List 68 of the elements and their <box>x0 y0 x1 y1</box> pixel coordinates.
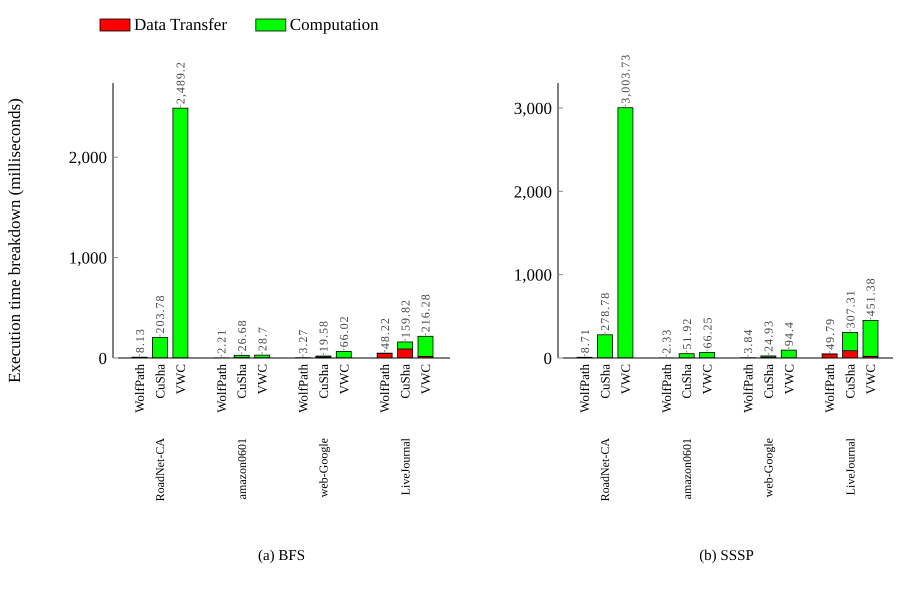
x-tick-label: WolfPath <box>295 364 310 413</box>
x-tick-label: CuSha <box>598 364 613 399</box>
x-tick-label: VWC <box>172 364 188 394</box>
total-label: 216.28 <box>418 293 433 332</box>
x-tick-label: VWC <box>418 364 434 394</box>
x-tick-label: CuSha <box>316 364 331 399</box>
y-tick-label: 3,000 <box>514 98 552 118</box>
total-label: 203.78 <box>153 294 168 334</box>
text: amazon0601 <box>234 438 249 500</box>
total-label: 19.58 <box>316 320 331 352</box>
x-tick-label: WolfPath <box>740 364 756 413</box>
total-label: 26.68 <box>234 319 249 352</box>
x-tick-label: WolfPath <box>214 364 229 413</box>
total-label: 3.27 <box>296 328 310 354</box>
total-label: 3,003.73 <box>618 54 633 104</box>
text: LiveJournal <box>843 437 858 496</box>
x-tick-label: VWC <box>618 364 633 394</box>
total-label: 94.4 <box>782 321 796 346</box>
y-axis-title: Execution time breakdown (milliseconds) <box>5 98 24 383</box>
total-label: 2,489.2 <box>174 61 188 104</box>
total-label: 66.02 <box>336 315 351 348</box>
x-tick-label: VWC <box>336 364 352 394</box>
total-label: 2.21 <box>214 328 228 354</box>
x-tick-label: VWC <box>254 364 270 394</box>
total-label: 66.25 <box>700 316 714 348</box>
legend-label: Computation <box>290 15 380 34</box>
y-tick-label: 0 <box>544 348 552 368</box>
x-tick-label: VWC <box>863 364 878 394</box>
total-label: 28.7 <box>255 326 270 352</box>
text: RoadNet-CA <box>598 438 612 502</box>
total-label: 278.78 <box>598 292 612 331</box>
text: web-Google <box>762 438 776 498</box>
legend-label: Data Transfer <box>134 15 228 34</box>
x-tick-label: CuSha <box>152 364 168 399</box>
y-tick-label: 2,000 <box>514 182 552 202</box>
x-tick-label: CuSha <box>398 364 413 399</box>
x-tick-label: CuSha <box>679 364 694 399</box>
total-label: 8.13 <box>132 328 147 354</box>
x-tick-label: CuSha <box>842 364 858 399</box>
total-label: 48.22 <box>378 317 392 350</box>
x-tick-label: WolfPath <box>658 364 674 413</box>
y-tick-label: 1,000 <box>68 248 107 268</box>
x-tick-label: WolfPath <box>132 364 148 413</box>
text: web-Google <box>316 438 331 498</box>
total-label: 24.93 <box>762 320 776 352</box>
text: (b) SSSP <box>699 548 754 564</box>
total-label: 159.82 <box>398 298 412 338</box>
total-label: 3.84 <box>741 328 756 354</box>
x-tick-label: WolfPath <box>377 364 392 413</box>
total-label: 8.71 <box>578 328 592 354</box>
text: LiveJournal <box>398 437 412 496</box>
text: (a) BFS <box>258 548 306 564</box>
text: amazon0601 <box>680 438 694 500</box>
total-label: 49.79 <box>822 318 837 350</box>
x-tick-label: VWC <box>781 364 796 394</box>
total-label: 307.31 <box>843 289 858 328</box>
x-tick-label: WolfPath <box>577 364 592 413</box>
x-tick-label: CuSha <box>234 364 250 399</box>
x-tick-label: VWC <box>700 364 715 394</box>
x-tick-label: CuSha <box>760 364 776 399</box>
total-label: 451.38 <box>864 277 878 316</box>
x-tick-label: WolfPath <box>822 364 838 413</box>
text: RoadNet-CA <box>153 438 168 502</box>
y-tick-label: 1,000 <box>514 266 552 285</box>
y-tick-label: 2,000 <box>68 148 107 168</box>
total-label: 2.33 <box>659 328 674 354</box>
total-label: 51.92 <box>680 318 694 350</box>
y-tick-label: 0 <box>98 348 107 368</box>
